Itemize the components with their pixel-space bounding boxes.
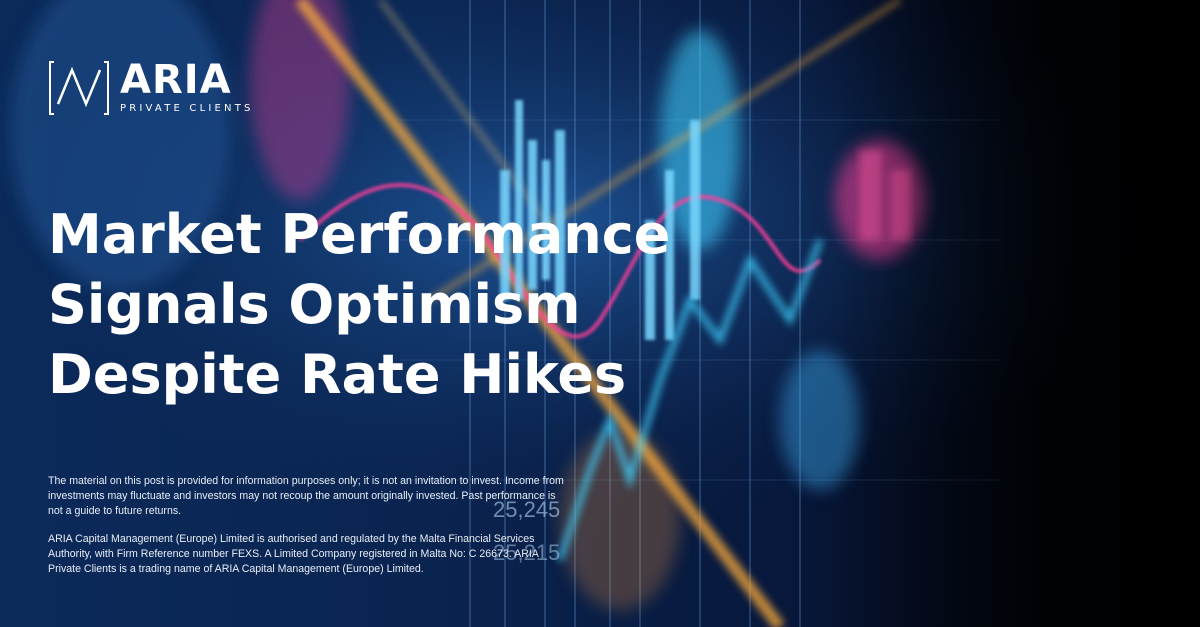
disclaimer-regulatory-notice: ARIA Capital Management (Europe) Limited… (48, 533, 539, 575)
legal-disclaimer: The material on this post is provided fo… (48, 474, 568, 590)
background-number-2: 25,215 (493, 540, 560, 565)
brand-logo: ARIA PRIVATE CLIENTS (48, 60, 254, 116)
headline-line-2: Signals Optimism (48, 273, 581, 336)
brand-name: ARIA (120, 57, 232, 103)
headline: Market Performance Signals Optimism Desp… (48, 200, 748, 410)
brand-subtitle: PRIVATE CLIENTS (120, 103, 254, 114)
aria-logo-mark-icon (49, 61, 109, 115)
background-number-1: 25,245 (493, 497, 560, 522)
disclaimer-investment-notice: The material on this post is provided fo… (48, 475, 564, 517)
brand-wordmark: ARIA PRIVATE CLIENTS (120, 60, 254, 114)
headline-line-1: Market Performance (48, 203, 671, 266)
headline-line-3: Despite Rate Hikes (48, 343, 627, 406)
